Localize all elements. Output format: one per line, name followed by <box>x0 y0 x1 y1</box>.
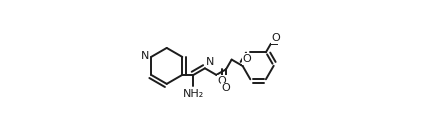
Text: O: O <box>272 33 280 43</box>
Text: N: N <box>206 57 215 67</box>
Text: NH₂: NH₂ <box>183 89 204 99</box>
Text: O: O <box>218 76 226 86</box>
Text: O: O <box>222 84 230 94</box>
Text: O: O <box>243 54 251 64</box>
Text: N: N <box>142 51 150 61</box>
